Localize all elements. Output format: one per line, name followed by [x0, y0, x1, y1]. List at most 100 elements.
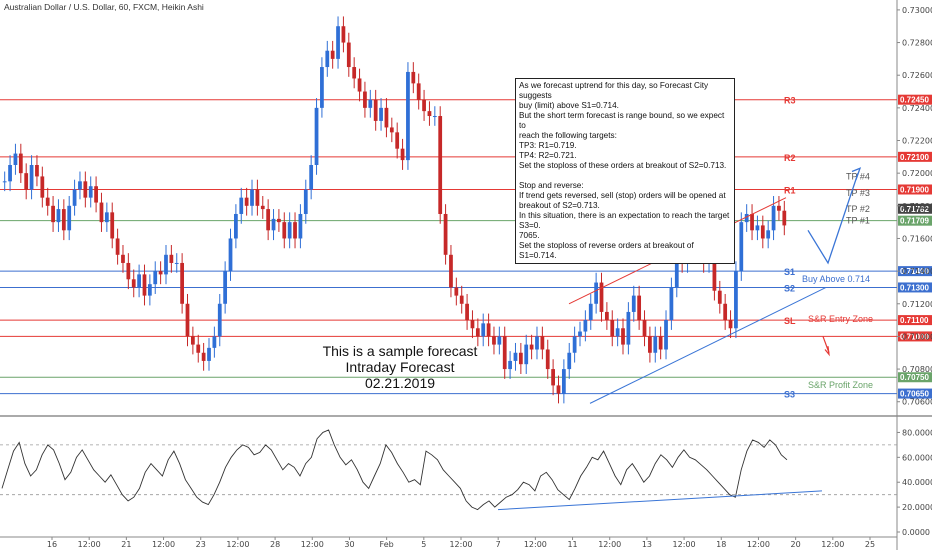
target-label: TP #4 [846, 171, 870, 181]
candle-body [250, 189, 254, 206]
level-tag-bg [898, 151, 932, 162]
candle-body [588, 303, 593, 321]
candle-body [67, 205, 72, 231]
candle-body [169, 254, 174, 263]
candle-body [320, 67, 324, 108]
candle-body [126, 262, 131, 280]
level-tag-text: 0.71782 [900, 205, 929, 214]
time-tick-label: 25 [865, 540, 875, 549]
osc-trend-line [497, 490, 823, 511]
candle-body [341, 26, 346, 43]
candle-body [35, 165, 39, 177]
candle-body [427, 111, 432, 117]
candle-body [406, 71, 410, 161]
candle-body [422, 99, 426, 112]
level-tag: 0.71400 [898, 266, 932, 277]
note-line: Stop and reverse: [519, 181, 584, 190]
candle-body [201, 352, 206, 361]
candle-body [481, 323, 486, 337]
candle-body [190, 336, 195, 345]
level-name: R2 [784, 153, 796, 163]
level-name: R1 [784, 185, 796, 195]
candle-body [298, 213, 303, 239]
candle-body [88, 186, 93, 198]
level-tag-text: 0.70650 [900, 390, 929, 399]
candle-body [524, 344, 529, 365]
candle-body [389, 127, 394, 133]
forecast-up-arrow [807, 172, 859, 265]
level-tag-text: 0.72100 [900, 153, 929, 162]
candle-body [56, 209, 61, 223]
candle-body [174, 262, 179, 264]
candle-body [782, 210, 787, 226]
time-tick-label: 12:00 [821, 540, 844, 549]
candle-body [121, 254, 125, 263]
candle-body [110, 212, 115, 239]
candle-body [29, 165, 34, 190]
level-tag: 0.71900 [898, 184, 932, 195]
candle-body [207, 347, 211, 361]
candle-body [45, 197, 50, 206]
time-tick-label: 12:00 [152, 540, 175, 549]
level-tag-bg [898, 94, 932, 105]
candle-body [384, 107, 389, 128]
candle-body [325, 50, 330, 68]
candle-body [771, 205, 776, 231]
candle-body [309, 165, 314, 190]
candle-body [551, 369, 555, 386]
candle-body [196, 344, 201, 353]
note-line: If trend gets reversed, sell (stop) orde… [519, 191, 726, 200]
time-tick-label: 18 [716, 540, 726, 549]
note-line: reach the following targets: [519, 131, 617, 140]
candle-body [674, 254, 679, 288]
candle-body [760, 225, 765, 239]
forecast-note: As we forecast uptrend for this day, so … [515, 78, 735, 264]
candle-body [777, 205, 781, 211]
candle-body [637, 295, 642, 321]
candle-body [723, 303, 728, 321]
candle-body [411, 71, 416, 84]
candle-body [648, 336, 652, 353]
price-tick-label: 0.70600 [902, 398, 932, 407]
candle-body [728, 320, 733, 329]
candle-body [443, 213, 448, 255]
candle-body [545, 349, 550, 370]
candle-body [734, 271, 738, 329]
candle-body [61, 209, 66, 231]
sample-line-1: This is a sample forecast [322, 343, 478, 359]
candle-body [115, 238, 120, 255]
candle-body [352, 67, 357, 79]
candle-body [400, 148, 405, 161]
level-tag-bg [898, 282, 932, 293]
entry-zone-label: S&R Entry Zone [808, 314, 873, 324]
candle-body [293, 222, 297, 239]
osc-tick-label: 20.0000 [902, 503, 932, 512]
time-tick-label: 12:00 [301, 540, 324, 549]
price-tick-label: 0.72000 [902, 169, 932, 178]
candle-body [750, 213, 754, 231]
candle-body [475, 328, 480, 337]
candle-body [78, 181, 82, 190]
candle-body [766, 230, 771, 239]
level-tag-bg [898, 331, 932, 342]
candle-body [180, 262, 185, 304]
candle-body [513, 352, 518, 361]
candle-body [449, 254, 453, 288]
time-tick-label: 12:00 [449, 540, 472, 549]
time-tick-label: 5 [421, 540, 426, 549]
level-tag-text: 0.71709 [900, 217, 929, 226]
candle-body [260, 205, 265, 210]
level-tag-bg [898, 215, 932, 226]
time-tick-label: 12:00 [226, 540, 249, 549]
candle-body [83, 181, 88, 198]
level-tag: 0.72450 [898, 94, 932, 105]
sample-caption: This is a sample forecast Intraday Forec… [300, 343, 500, 391]
candle-body [40, 176, 45, 198]
time-tick-label: 16 [47, 540, 57, 549]
price-tick-label: 0.72200 [902, 137, 932, 146]
candle-body [583, 320, 588, 332]
sample-line-2: Intraday Forecast [345, 359, 455, 375]
candle-body [266, 209, 271, 231]
candle-body [454, 287, 459, 296]
